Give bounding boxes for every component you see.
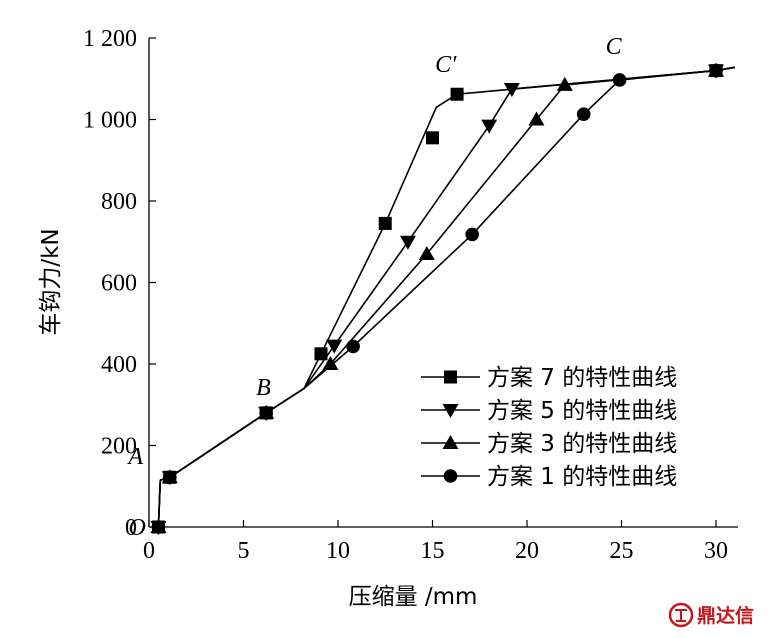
point-label-c: C xyxy=(606,34,623,60)
marker-circle xyxy=(576,107,591,122)
series-line-1 xyxy=(157,66,736,528)
x-tick-label: 5 xyxy=(238,538,250,564)
y-tick-label: 400 xyxy=(101,352,137,378)
y-axis-label: 车钩力/kN xyxy=(38,228,64,335)
y-tick-label: 600 xyxy=(101,271,137,297)
marker-circle xyxy=(259,406,273,420)
chart-ticks: 0 5 10 15 20 25 30 0 200 400 600 800 1 000 1 200 xyxy=(83,26,728,564)
chart-series-lines xyxy=(157,66,736,528)
legend-label: 方案 3 的特性曲线 xyxy=(487,431,677,457)
marker-triangle-up xyxy=(556,76,573,91)
legend-label: 方案 1 的特性曲线 xyxy=(487,464,677,490)
x-tick-label: 0 xyxy=(143,538,155,564)
marker-circle xyxy=(162,470,177,485)
point-label-a: A xyxy=(126,444,143,470)
marker-square xyxy=(426,131,439,145)
marker-triangle-down xyxy=(399,235,416,250)
y-tick-label: 1 000 xyxy=(83,108,137,134)
marker-triangle-down xyxy=(481,119,498,134)
marker-circle xyxy=(151,520,166,534)
legend-label: 方案 5 的特性曲线 xyxy=(487,398,677,424)
marker-square xyxy=(314,347,328,361)
marker-square xyxy=(378,216,392,230)
marker-triangle-up xyxy=(418,245,435,260)
marker-triangle-up xyxy=(442,435,459,449)
marker-square xyxy=(444,370,457,384)
legend-label: 方案 7 的特性曲线 xyxy=(487,365,677,391)
y-tick-label: 1 200 xyxy=(83,26,137,52)
point-label-c-prime: C′ xyxy=(435,52,457,78)
x-tick-label: 20 xyxy=(515,538,539,564)
marker-triangle-down xyxy=(442,404,459,418)
series-line-3 xyxy=(157,66,736,528)
series-line-2 xyxy=(157,66,736,528)
x-tick-label: 10 xyxy=(326,538,350,564)
watermark-logo-icon xyxy=(668,602,694,628)
y-tick-label: 0 xyxy=(125,515,137,541)
marker-triangle-down xyxy=(326,339,343,354)
marker-circle xyxy=(346,339,360,354)
marker-circle xyxy=(465,227,479,242)
marker-circle xyxy=(709,63,723,78)
y-tick-label: 800 xyxy=(101,189,137,215)
marker-circle xyxy=(612,73,627,87)
watermark-text: 鼎达信 xyxy=(697,604,754,627)
marker-triangle-up xyxy=(322,356,339,370)
marker-triangle-up xyxy=(528,111,545,126)
y-tick-label: 200 xyxy=(101,434,137,460)
point-labels: O A B C′ C xyxy=(126,34,622,541)
point-label-o: O xyxy=(128,515,145,541)
series-line-4 xyxy=(157,66,736,528)
watermark: 鼎达信 xyxy=(668,602,754,628)
chart-markers xyxy=(150,62,724,535)
x-tick-label: 15 xyxy=(421,538,445,564)
marker-square xyxy=(450,87,464,101)
x-tick-label: 25 xyxy=(610,538,634,564)
marker-triangle-down xyxy=(503,82,520,97)
x-tick-label: 30 xyxy=(704,538,728,564)
marker-circle xyxy=(443,469,458,483)
x-axis-label: 压缩量 /mm xyxy=(349,584,478,610)
point-label-b: B xyxy=(256,375,271,401)
